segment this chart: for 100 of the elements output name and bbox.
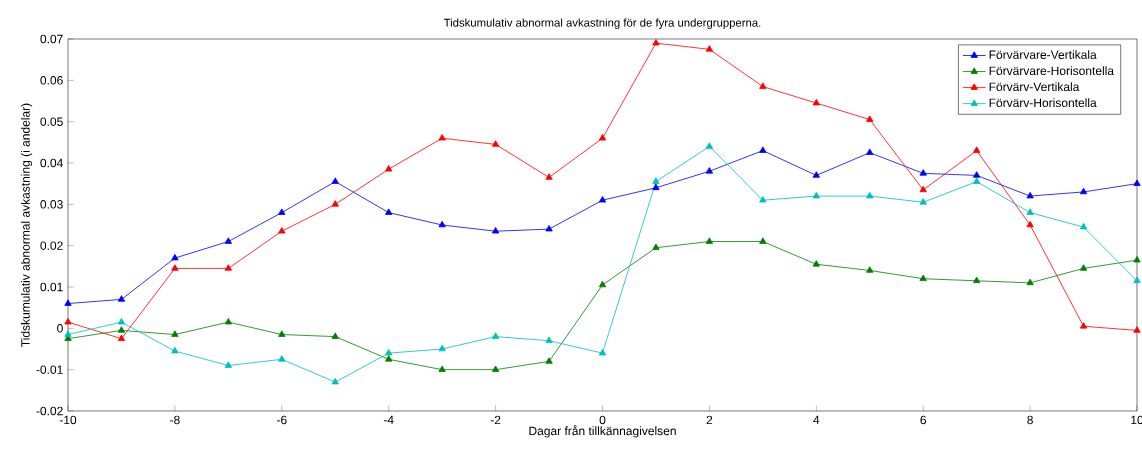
point	[1026, 278, 1034, 286]
point	[812, 171, 820, 178]
point	[171, 253, 179, 261]
point	[331, 177, 339, 184]
point	[278, 208, 286, 215]
point	[598, 349, 607, 356]
point	[759, 196, 767, 203]
x-tick-label: -8	[170, 415, 180, 425]
point	[973, 146, 981, 153]
point	[652, 183, 660, 191]
point	[919, 274, 927, 281]
point	[598, 196, 607, 203]
point	[491, 140, 500, 147]
point	[117, 326, 126, 333]
point	[919, 198, 927, 205]
point	[64, 299, 72, 306]
point	[1079, 187, 1088, 195]
point	[385, 355, 393, 362]
x-tick-label: 8	[1027, 415, 1033, 425]
point	[973, 171, 981, 178]
y-tick-label: -0.01	[36, 365, 63, 374]
point	[385, 208, 393, 215]
point	[224, 361, 232, 368]
point	[117, 295, 126, 302]
y-tick-label: 0.05	[40, 117, 63, 126]
y-tick-label: 0.03	[40, 200, 63, 209]
y-tick-label: 0.02	[40, 241, 63, 250]
point	[759, 82, 767, 89]
y-tick-label: 0.07	[40, 34, 63, 44]
legend-label: Förvärvare-Horisontella	[989, 66, 1115, 76]
legend-label: Förvärvare-Vertikala	[989, 50, 1097, 59]
point	[652, 39, 660, 46]
point	[117, 318, 126, 325]
point	[919, 185, 927, 193]
x-tick-label: -10	[59, 415, 77, 425]
point	[1026, 208, 1034, 215]
point	[64, 330, 72, 337]
point	[866, 115, 874, 122]
point	[1026, 191, 1034, 199]
point	[812, 98, 820, 106]
point	[438, 220, 446, 228]
point	[438, 344, 446, 352]
y-tick-label: -0.02	[36, 406, 63, 416]
point	[705, 237, 714, 244]
y-tick-label: 0.01	[40, 282, 63, 292]
x-tick-label: -2	[490, 415, 501, 425]
point	[171, 264, 179, 271]
point	[171, 330, 179, 337]
point	[545, 225, 553, 232]
point	[224, 237, 232, 244]
point	[278, 355, 286, 362]
point	[545, 336, 553, 343]
point	[705, 142, 714, 149]
point	[491, 227, 500, 234]
point	[973, 276, 981, 284]
point	[866, 191, 874, 199]
point	[598, 134, 607, 141]
point	[973, 177, 981, 184]
x-tick-label: 0	[599, 415, 606, 425]
point	[331, 200, 339, 207]
legend-label: Förvärv-Horisontella	[989, 98, 1097, 108]
point	[491, 332, 500, 339]
y-tick-label: 0.04	[40, 158, 63, 168]
point	[705, 45, 714, 52]
point	[919, 169, 927, 176]
point	[652, 243, 660, 250]
point	[866, 148, 874, 155]
point	[1026, 220, 1034, 228]
point	[278, 330, 286, 337]
point	[64, 318, 72, 325]
point	[1079, 264, 1088, 271]
point	[545, 173, 553, 180]
point	[1133, 179, 1141, 186]
point	[117, 334, 126, 341]
x-axis-title: Dagar från tillkännagivelsen	[529, 425, 676, 438]
point	[759, 237, 767, 244]
point	[331, 332, 339, 339]
point	[385, 165, 393, 172]
point	[278, 227, 286, 234]
point	[1133, 276, 1141, 284]
point	[491, 365, 500, 372]
x-tick-label: 6	[920, 415, 927, 425]
x-tick-label: -4	[383, 415, 394, 424]
point	[438, 365, 446, 372]
point	[224, 264, 232, 271]
point	[1133, 255, 1141, 263]
point	[171, 346, 179, 354]
point	[385, 349, 393, 356]
y-tick-label: 0.06	[40, 76, 63, 85]
point	[598, 280, 607, 288]
point	[866, 266, 874, 273]
point	[652, 177, 660, 184]
y-axis-title: Tidskumulativ abnormal avkastning (i andelar)	[20, 103, 33, 347]
point	[759, 146, 767, 153]
x-tick-label: 4	[813, 415, 820, 424]
point	[545, 357, 553, 364]
chart-title: Tidskumulativ abnormal avkastning för de fyra undergrupperna.	[443, 18, 761, 29]
point	[331, 377, 339, 385]
x-tick-label: -6	[277, 415, 287, 425]
legend-label: Förvärv-Vertikala	[989, 82, 1080, 92]
